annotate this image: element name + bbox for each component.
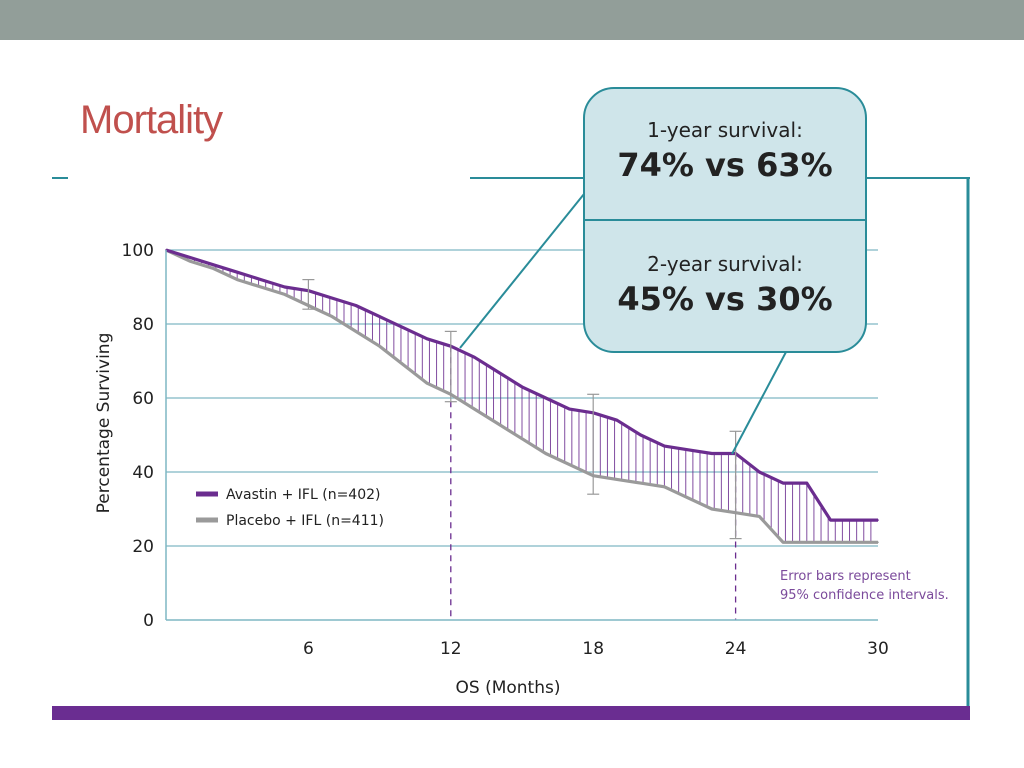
series-point-avastin-3 <box>236 271 238 274</box>
y-tick-label-40: 40 <box>132 463 154 483</box>
series-point-placebo-7 <box>331 315 333 318</box>
callout-pointer-2year <box>731 351 787 455</box>
callout-1year-label: 1-year survival: <box>647 118 803 142</box>
series-point-avastin-14 <box>497 371 500 373</box>
callout-2year-label: 2-year survival: <box>647 252 803 276</box>
y-tick-label-100: 100 <box>122 241 154 261</box>
series-point-placebo-22 <box>687 497 689 499</box>
series-point-avastin-30 <box>877 519 879 521</box>
series-point-avastin-17 <box>568 408 571 410</box>
series-point-placebo-20 <box>639 482 642 484</box>
y-axis-label: Percentage Surviving <box>94 333 114 514</box>
series-point-placebo-15 <box>521 437 523 440</box>
series-point-avastin-16 <box>544 397 547 399</box>
y-tick-label-20: 20 <box>132 537 154 557</box>
series-point-placebo-14 <box>497 423 500 425</box>
y-tick-label-0: 0 <box>143 611 154 631</box>
series-point-avastin-20 <box>639 434 642 436</box>
series-point-avastin-27 <box>806 482 808 484</box>
series-point-placebo-16 <box>544 452 547 455</box>
x-axis-label: OS (Months) <box>456 678 561 698</box>
series-point-placebo-27 <box>806 541 808 544</box>
y-tick-label-60: 60 <box>132 389 154 409</box>
series-point-avastin-22 <box>687 449 689 451</box>
series-point-avastin-26 <box>782 482 784 484</box>
x-tick-labels: 6 12 18 24 30 <box>303 639 889 659</box>
series-point-avastin-21 <box>663 445 666 447</box>
slide-title: Mortality <box>80 98 223 142</box>
series-point-avastin-2 <box>212 264 215 266</box>
annotation-line-2: 95% confidence intervals. <box>780 588 949 603</box>
x-tick-label-30: 30 <box>867 639 889 659</box>
series-point-avastin-25 <box>758 471 761 473</box>
top-banner <box>0 0 1024 40</box>
series-point-placebo-2 <box>212 267 215 270</box>
series-point-placebo-10 <box>402 363 405 366</box>
y-tick-labels: 0 20 40 60 80 100 <box>122 241 154 631</box>
series-point-placebo-30 <box>877 541 879 544</box>
series-point-placebo-4 <box>260 286 262 288</box>
series-point-placebo-29 <box>853 541 856 544</box>
x-tick-label-18: 18 <box>582 639 604 659</box>
legend-label-placebo: Placebo + IFL (n=411) <box>226 513 384 529</box>
series-point-avastin-5 <box>283 286 286 288</box>
series-point-avastin-29 <box>853 519 856 521</box>
annotation-line-1: Error bars represent <box>780 569 911 584</box>
series-point-placebo-28 <box>829 541 832 544</box>
series-point-avastin-15 <box>521 386 523 388</box>
series-point-avastin-8 <box>355 304 357 307</box>
series-point-placebo-19 <box>616 478 618 481</box>
series-point-avastin-9 <box>378 315 381 318</box>
series-point-placebo-25 <box>758 515 761 518</box>
series-point-placebo-1 <box>188 260 191 262</box>
bottom-accent-bar <box>52 706 970 720</box>
legend-label-avastin: Avastin + IFL (n=402) <box>226 487 380 503</box>
series-point-avastin-11 <box>426 338 428 340</box>
callout-1year-value: 74% vs 63% <box>617 146 833 184</box>
series-point-avastin-23 <box>711 452 713 455</box>
series-point-placebo-13 <box>473 408 476 410</box>
x-tick-label-24: 24 <box>725 639 747 659</box>
y-tick-label-80: 80 <box>132 315 154 335</box>
series-point-avastin-10 <box>402 326 405 329</box>
series-point-avastin-1 <box>188 256 191 259</box>
series-point-placebo-11 <box>426 382 428 385</box>
series-point-avastin-28 <box>829 519 832 521</box>
series-point-avastin-13 <box>473 356 476 359</box>
x-tick-label-6: 6 <box>303 639 314 659</box>
series-point-placebo-23 <box>711 508 713 510</box>
series-point-placebo-9 <box>378 345 381 348</box>
series-point-avastin-4 <box>260 278 262 281</box>
series-point-avastin-7 <box>331 297 333 299</box>
callout-pointer-1year <box>459 193 585 349</box>
series-point-placebo-26 <box>782 541 784 544</box>
series-point-placebo-21 <box>663 486 666 488</box>
callout-2year-value: 45% vs 30% <box>617 280 833 318</box>
series-point-placebo-8 <box>355 330 357 333</box>
legend: Avastin + IFL (n=402) Placebo + IFL (n=4… <box>196 487 384 529</box>
series-point-placebo-5 <box>283 293 286 296</box>
series-point-avastin-19 <box>616 419 618 422</box>
x-tick-label-12: 12 <box>440 639 462 659</box>
series-point-placebo-17 <box>568 463 571 466</box>
series-point-placebo-3 <box>236 278 238 281</box>
